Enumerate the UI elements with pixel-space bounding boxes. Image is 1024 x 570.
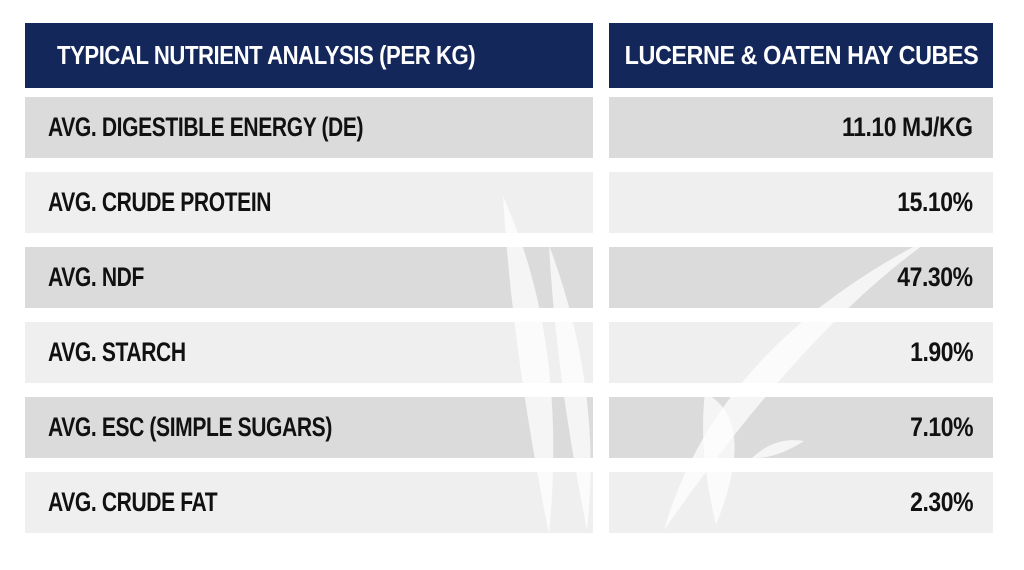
table-row-label-digestible-energy: AVG. DIGESTIBLE ENERGY (DE) xyxy=(25,97,593,158)
table-row-label-starch: AVG. STARCH xyxy=(25,322,593,383)
row-value: 11.10 MJ/KG xyxy=(842,112,973,142)
table-row-label-ndf: AVG. NDF xyxy=(25,247,593,308)
label-column-header-text: TYPICAL NUTRIENT ANALYSIS (PER KG) xyxy=(57,40,476,70)
row-value: 15.10% xyxy=(897,187,974,217)
label-column-header: TYPICAL NUTRIENT ANALYSIS (PER KG) xyxy=(25,23,593,88)
table-row-label-crude-fat: AVG. CRUDE FAT xyxy=(25,472,593,533)
row-value: 2.30% xyxy=(910,487,973,517)
value-column-header-text: LUCERNE & OATEN HAY CUBES xyxy=(624,40,978,70)
row-value: 47.30% xyxy=(897,262,974,292)
nutrient-value-column: LUCERNE & OATEN HAY CUBES 11.10 MJ/KG 15… xyxy=(609,23,993,547)
table-row-value-ndf: 47.30% xyxy=(609,247,993,308)
table-row-value-digestible-energy: 11.10 MJ/KG xyxy=(609,97,993,158)
row-label: AVG. CRUDE FAT xyxy=(48,487,218,517)
table-row-label-crude-protein: AVG. CRUDE PROTEIN xyxy=(25,172,593,233)
table-row-label-esc: AVG. ESC (SIMPLE SUGARS) xyxy=(25,397,593,458)
table-row-value-crude-fat: 2.30% xyxy=(609,472,993,533)
table-row-value-esc: 7.10% xyxy=(609,397,993,458)
row-label: AVG. STARCH xyxy=(48,337,186,367)
table-row-value-crude-protein: 15.10% xyxy=(609,172,993,233)
row-label: AVG. CRUDE PROTEIN xyxy=(48,187,272,217)
row-value: 7.10% xyxy=(910,412,973,442)
row-value: 1.90% xyxy=(910,337,973,367)
row-label: AVG. NDF xyxy=(48,262,144,292)
row-label: AVG. ESC (SIMPLE SUGARS) xyxy=(48,412,332,442)
nutrient-label-column: TYPICAL NUTRIENT ANALYSIS (PER KG) AVG. … xyxy=(25,23,593,547)
value-column-header: LUCERNE & OATEN HAY CUBES xyxy=(609,23,993,88)
table-row-value-starch: 1.90% xyxy=(609,322,993,383)
row-label: AVG. DIGESTIBLE ENERGY (DE) xyxy=(48,112,364,142)
